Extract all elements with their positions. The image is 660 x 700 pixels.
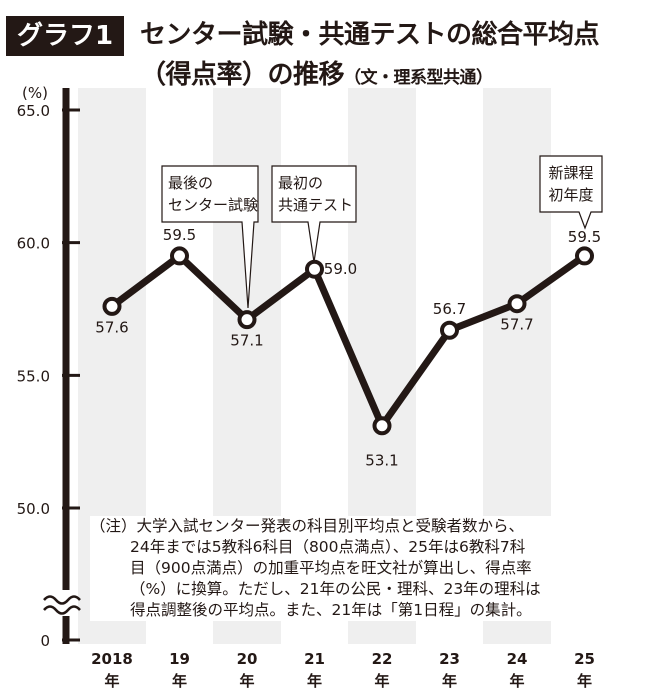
y-tick-label: 65.0 — [17, 102, 50, 120]
x-axis: 2018 年 19 年 20 年 21 年 22 年 23 年 24 年 25 年 — [91, 650, 595, 690]
x-tick-label: 22 — [372, 650, 393, 668]
y-tick-label: 0 — [40, 632, 50, 650]
annotation-text: 新課程 — [548, 164, 593, 182]
series-line: 57.6 59.5 57.1 59.0 53.1 56.7 57.7 59.5 — [95, 226, 601, 470]
axis-break-mark — [43, 595, 81, 605]
chart-title-sub: （文・理系型共通） — [344, 68, 493, 88]
data-point — [237, 310, 257, 330]
annotation-text: 共通テスト — [278, 196, 353, 214]
y-tick-label: 55.0 — [17, 367, 50, 385]
x-tick-label-unit: 年 — [374, 672, 389, 690]
data-point — [440, 320, 459, 340]
annotation-callout — [539, 155, 603, 230]
x-tick-label: 21 — [304, 650, 325, 668]
data-label: 57.6 — [95, 318, 128, 336]
footnote: （注）大学入試センター発表の科目別平均点と受験者数から、 24年までは5教科6科… — [90, 516, 610, 621]
chart-badge: グラフ1 — [6, 16, 124, 56]
data-label: 57.1 — [230, 332, 263, 350]
data-label: 59.5 — [568, 228, 601, 246]
x-tick-label: 23 — [439, 650, 460, 668]
data-label: 53.1 — [365, 452, 398, 470]
data-label: 56.7 — [433, 300, 466, 318]
y-tick-label: 50.0 — [17, 500, 50, 518]
x-tick-label-unit: 年 — [442, 672, 457, 690]
footnote-line-1: （注）大学入試センター発表の科目別平均点と受験者数から、 — [90, 517, 525, 535]
footnote-line-4: （%）に換算。ただし、21年の公民・理科、23年の理科は — [130, 580, 541, 598]
y-axis: (%)65.0 60.0 55.0 50.0 0 — [17, 84, 81, 650]
x-tick-label: 2018 — [91, 650, 133, 668]
data-point — [507, 294, 527, 314]
x-tick-label: 19 — [169, 650, 190, 668]
series-polyline — [109, 251, 587, 433]
annotation-text: 最後の — [168, 174, 213, 192]
x-tick-label: 24 — [507, 650, 528, 668]
data-point — [170, 246, 189, 266]
chart-title-main: （得点率）の推移 — [140, 60, 345, 90]
footnote-line-5: 得点調整後の平均点。また、21年は「第1日程」の集計。 — [130, 601, 532, 619]
annotation-callout — [271, 165, 357, 263]
x-tick-label-unit: 年 — [577, 672, 592, 690]
annotation-callout — [161, 165, 259, 309]
annotation-text: センター試験 — [168, 196, 258, 214]
data-point — [575, 246, 594, 266]
x-tick-label-unit: 年 — [104, 672, 119, 690]
data-point — [372, 416, 392, 436]
x-tick-label-unit: 年 — [172, 672, 187, 690]
x-tick-label: 25 — [574, 650, 595, 668]
axis-break-mark — [43, 605, 81, 615]
x-tick-label-unit: 年 — [509, 672, 524, 690]
y-axis-unit: (%) — [22, 84, 48, 102]
annotation-text: 最初の — [278, 174, 323, 192]
data-label: 57.7 — [500, 316, 533, 334]
chart-title-line2: （得点率）の推移（文・理系型共通） — [140, 54, 493, 91]
annotation-text: 初年度 — [548, 186, 593, 204]
y-tick-label: 60.0 — [17, 235, 50, 253]
data-label: 59.0 — [324, 260, 357, 278]
x-tick-label-unit: 年 — [239, 672, 254, 690]
data-point — [102, 296, 122, 316]
footnote-line-2: 24年までは5教科6科目（800点満点）、25年は6教科7科 — [130, 538, 526, 556]
data-point — [305, 259, 324, 279]
chart-title-line1: センター試験・共通テストの総合平均点 — [140, 20, 600, 50]
data-label: 59.5 — [163, 226, 196, 244]
x-tick-label: 20 — [237, 650, 258, 668]
x-tick-label-unit: 年 — [307, 672, 322, 690]
footnote-line-3: 目（900点満点）の加重平均点を旺文社が算出し、得点率 — [130, 559, 532, 577]
